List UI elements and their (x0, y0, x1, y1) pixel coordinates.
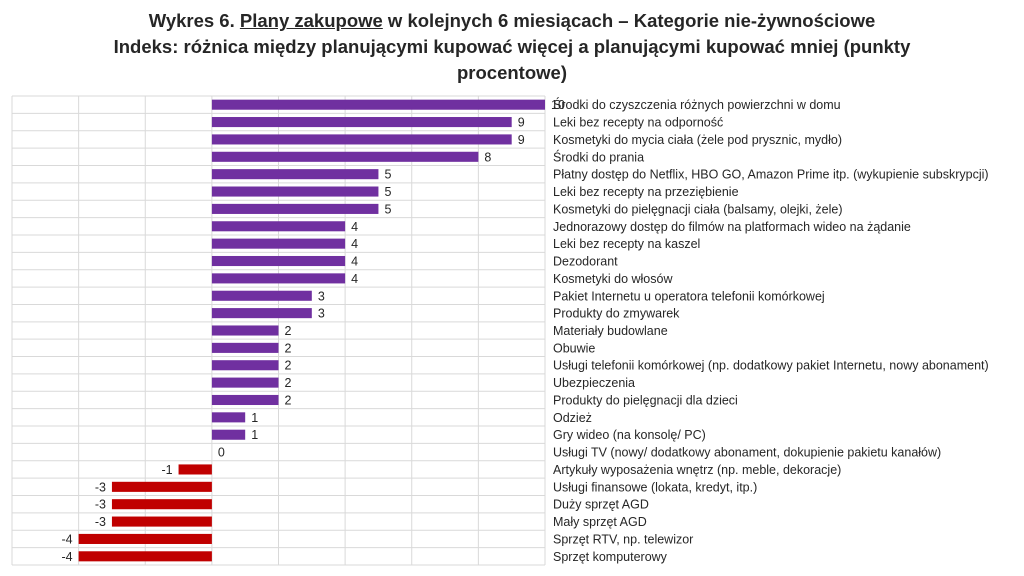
data-label: 8 (484, 150, 491, 164)
data-label: 2 (285, 324, 292, 338)
subtitle-line-1: Indeks: różnica między planującymi kupow… (113, 36, 911, 57)
data-label: -4 (62, 532, 73, 546)
subtitle-line-2: procentowe) (457, 62, 567, 83)
bar (78, 551, 212, 562)
data-label: -4 (62, 550, 73, 564)
bar (211, 203, 379, 214)
bar (211, 360, 279, 371)
data-label: -3 (95, 515, 106, 529)
data-label: 4 (351, 255, 358, 269)
category-label: Płatny dostęp do Netflix, HBO GO, Amazon… (553, 168, 989, 182)
category-label: Duży sprzęt AGD (553, 498, 649, 512)
bar (178, 464, 212, 475)
category-label: Usługi TV (nowy/ dodatkowy abonament, do… (553, 446, 941, 460)
bar (211, 308, 312, 319)
data-label: 0 (218, 446, 225, 460)
data-label: -3 (95, 480, 106, 494)
data-label: 2 (285, 376, 292, 390)
data-label: 4 (351, 237, 358, 251)
chart-title: Wykres 6. Plany zakupowe w kolejnych 6 m… (0, 8, 1024, 86)
data-label: -3 (95, 498, 106, 512)
category-label: Środki do czyszczenia różnych powierzchn… (553, 97, 841, 112)
bar (111, 499, 212, 510)
bar (211, 377, 279, 388)
bar (211, 290, 312, 301)
bar (211, 412, 246, 423)
bar (211, 255, 346, 267)
data-label: 1 (251, 411, 258, 425)
bar (211, 169, 379, 180)
category-label: Kosmetyki do pielęgnacji ciała (balsamy,… (553, 202, 842, 216)
data-label: 5 (384, 168, 391, 182)
category-label: Usługi telefonii komórkowej (np. dodatko… (553, 359, 989, 373)
category-label: Obuwie (553, 341, 595, 355)
data-label: 2 (285, 341, 292, 355)
category-label: Jednorazowy dostęp do filmów na platform… (553, 220, 911, 234)
category-label: Materiały budowlane (553, 324, 668, 338)
bar (211, 221, 346, 232)
category-label: Kosmetyki do mycia ciała (żele pod prysz… (553, 133, 842, 147)
data-label: 9 (518, 116, 525, 130)
data-label: 10 (551, 98, 565, 112)
data-label: 5 (384, 202, 391, 216)
title-line-1: Wykres 6. Plany zakupowe w kolejnych 6 m… (0, 8, 1024, 34)
data-label: 3 (318, 289, 325, 303)
category-label: Produkty do zmywarek (553, 307, 680, 321)
bar (211, 134, 512, 145)
bar (211, 429, 246, 440)
category-label: Dezodorant (553, 255, 618, 269)
bar (211, 325, 279, 336)
bar (211, 151, 479, 162)
bar (211, 186, 379, 197)
data-label: 2 (285, 359, 292, 373)
category-label: Sprzęt RTV, np. telewizor (553, 532, 693, 546)
category-label: Produkty do pielęgnacji dla dzieci (553, 393, 738, 407)
category-label: Mały sprzęt AGD (553, 515, 647, 529)
data-label: 4 (351, 220, 358, 234)
data-label: 9 (518, 133, 525, 147)
bar (211, 342, 279, 353)
bar (211, 238, 346, 249)
data-label: 1 (251, 428, 258, 442)
data-label: 5 (384, 185, 391, 199)
bar (211, 394, 279, 406)
title-prefix: Wykres 6. (148, 10, 240, 31)
data-label: 4 (351, 272, 358, 286)
bar (211, 117, 512, 128)
category-label: Odzież (553, 411, 592, 425)
category-label: Leki bez recepty na odporność (553, 116, 723, 130)
category-label: Środki do prania (553, 149, 644, 164)
category-label: Leki bez recepty na kaszel (553, 237, 700, 251)
data-label: 2 (285, 393, 292, 407)
data-label: 3 (318, 307, 325, 321)
bar (111, 481, 212, 492)
category-label: Leki bez recepty na przeziębienie (553, 185, 739, 199)
data-label: -1 (161, 463, 172, 477)
category-label: Ubezpieczenia (553, 376, 635, 390)
category-label: Sprzęt komputerowy (553, 550, 668, 564)
title-suffix: w kolejnych 6 miesiącach – Kategorie nie… (382, 10, 876, 31)
title-underlined: Plany zakupowe (239, 10, 383, 31)
category-label: Usługi finansowe (lokata, kredyt, itp.) (553, 480, 757, 494)
bar (211, 273, 346, 284)
category-label: Kosmetyki do włosów (553, 272, 673, 286)
category-label: Artykuły wyposażenia wnętrz (np. meble, … (553, 463, 841, 477)
bar (78, 533, 212, 544)
bar (111, 516, 212, 527)
bar (211, 99, 545, 110)
category-label: Gry wideo (na konsolę/ PC) (553, 428, 706, 442)
category-label: Pakiet Internetu u operatora telefonii k… (553, 289, 825, 303)
